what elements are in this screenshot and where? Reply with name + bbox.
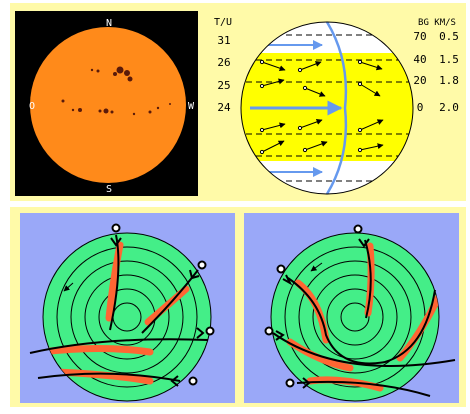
chevrons-left [110,237,205,387]
field-lines-left [29,234,209,382]
latitude-value-2: 40 [413,53,426,66]
markers-right [264,224,363,388]
markers-left [111,223,215,386]
vector-tails [259,59,363,155]
compass-east: O [29,101,35,112]
period-value-4: 24 [217,101,231,114]
sun-disc [30,27,186,183]
polar-view-left [20,213,235,403]
period-value-3: 25 [217,79,230,92]
period-value-2: 26 [217,56,230,69]
vector [261,61,286,72]
rotation-arrow-left [63,282,74,292]
rotation-disc [240,21,414,195]
sunspots [61,66,171,116]
period-value-1: 31 [217,34,230,47]
chevrons-right [275,238,370,389]
compass-north: N [106,18,112,29]
rotation-disc-outline [240,21,414,195]
speed-value-3: 1.8 [439,74,459,87]
polar-rings-left [42,232,212,402]
period-header: T/U [214,17,232,28]
speed-value-1: 0.5 [439,30,459,43]
speed-value-2: 1.5 [439,53,459,66]
latitude-value-4: 0 [417,101,424,114]
compass-south: S [106,184,112,195]
field-lines-right [272,239,456,397]
polar-view-right [244,213,459,403]
compass-west: W [188,101,195,112]
rotation-arrow-right [310,262,323,272]
flow-vectors [261,61,384,153]
speed-header: BG KM/S [418,18,456,28]
latitude-value-3: 20 [413,74,426,87]
speed-value-4: 2.0 [439,101,459,114]
latitude-value-1: 70 [413,30,426,43]
meridian-curve [325,22,348,194]
